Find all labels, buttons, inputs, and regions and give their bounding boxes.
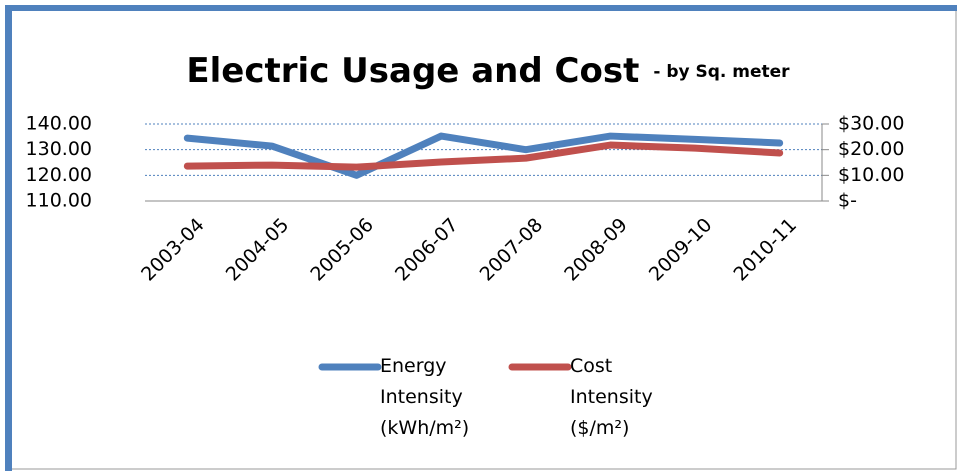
x-tick-label: 2009-10 bbox=[645, 214, 717, 286]
y2-tick-label: $20.00 bbox=[838, 138, 904, 160]
x-tick-label: 2007-08 bbox=[476, 214, 548, 286]
frame-left bbox=[5, 5, 12, 471]
x-tick-label: 2008-09 bbox=[560, 214, 632, 286]
y-tick-label: 110.00 bbox=[26, 190, 92, 212]
x-tick-label: 2004-05 bbox=[222, 214, 294, 286]
y2-tick-label: $- bbox=[838, 190, 857, 212]
series-line bbox=[183, 141, 784, 171]
x-tick-label: 2010-11 bbox=[729, 214, 801, 286]
subtitle: - by Sq. meter bbox=[653, 62, 790, 82]
x-tick-label: 2003-04 bbox=[137, 214, 209, 286]
title: Electric Usage and Cost bbox=[186, 51, 639, 91]
legend-label: Cost Intensity ($/m²) bbox=[570, 355, 653, 439]
y-tick-label: 140.00 bbox=[26, 113, 92, 135]
x-tick-label: 2006-07 bbox=[391, 214, 463, 286]
y2-tick-label: $30.00 bbox=[838, 113, 904, 135]
series-line bbox=[183, 132, 784, 179]
y-tick-label: 120.00 bbox=[26, 164, 92, 186]
frame-top bbox=[5, 5, 957, 11]
y2-tick-label: $10.00 bbox=[838, 164, 904, 186]
x-tick-label: 2005-06 bbox=[306, 214, 378, 286]
legend-label: Energy Intensity (kWh/m²) bbox=[380, 355, 470, 439]
chart-title: Electric Usage and Cost - by Sq. meter bbox=[186, 51, 790, 91]
y-tick-label: 130.00 bbox=[26, 138, 92, 160]
